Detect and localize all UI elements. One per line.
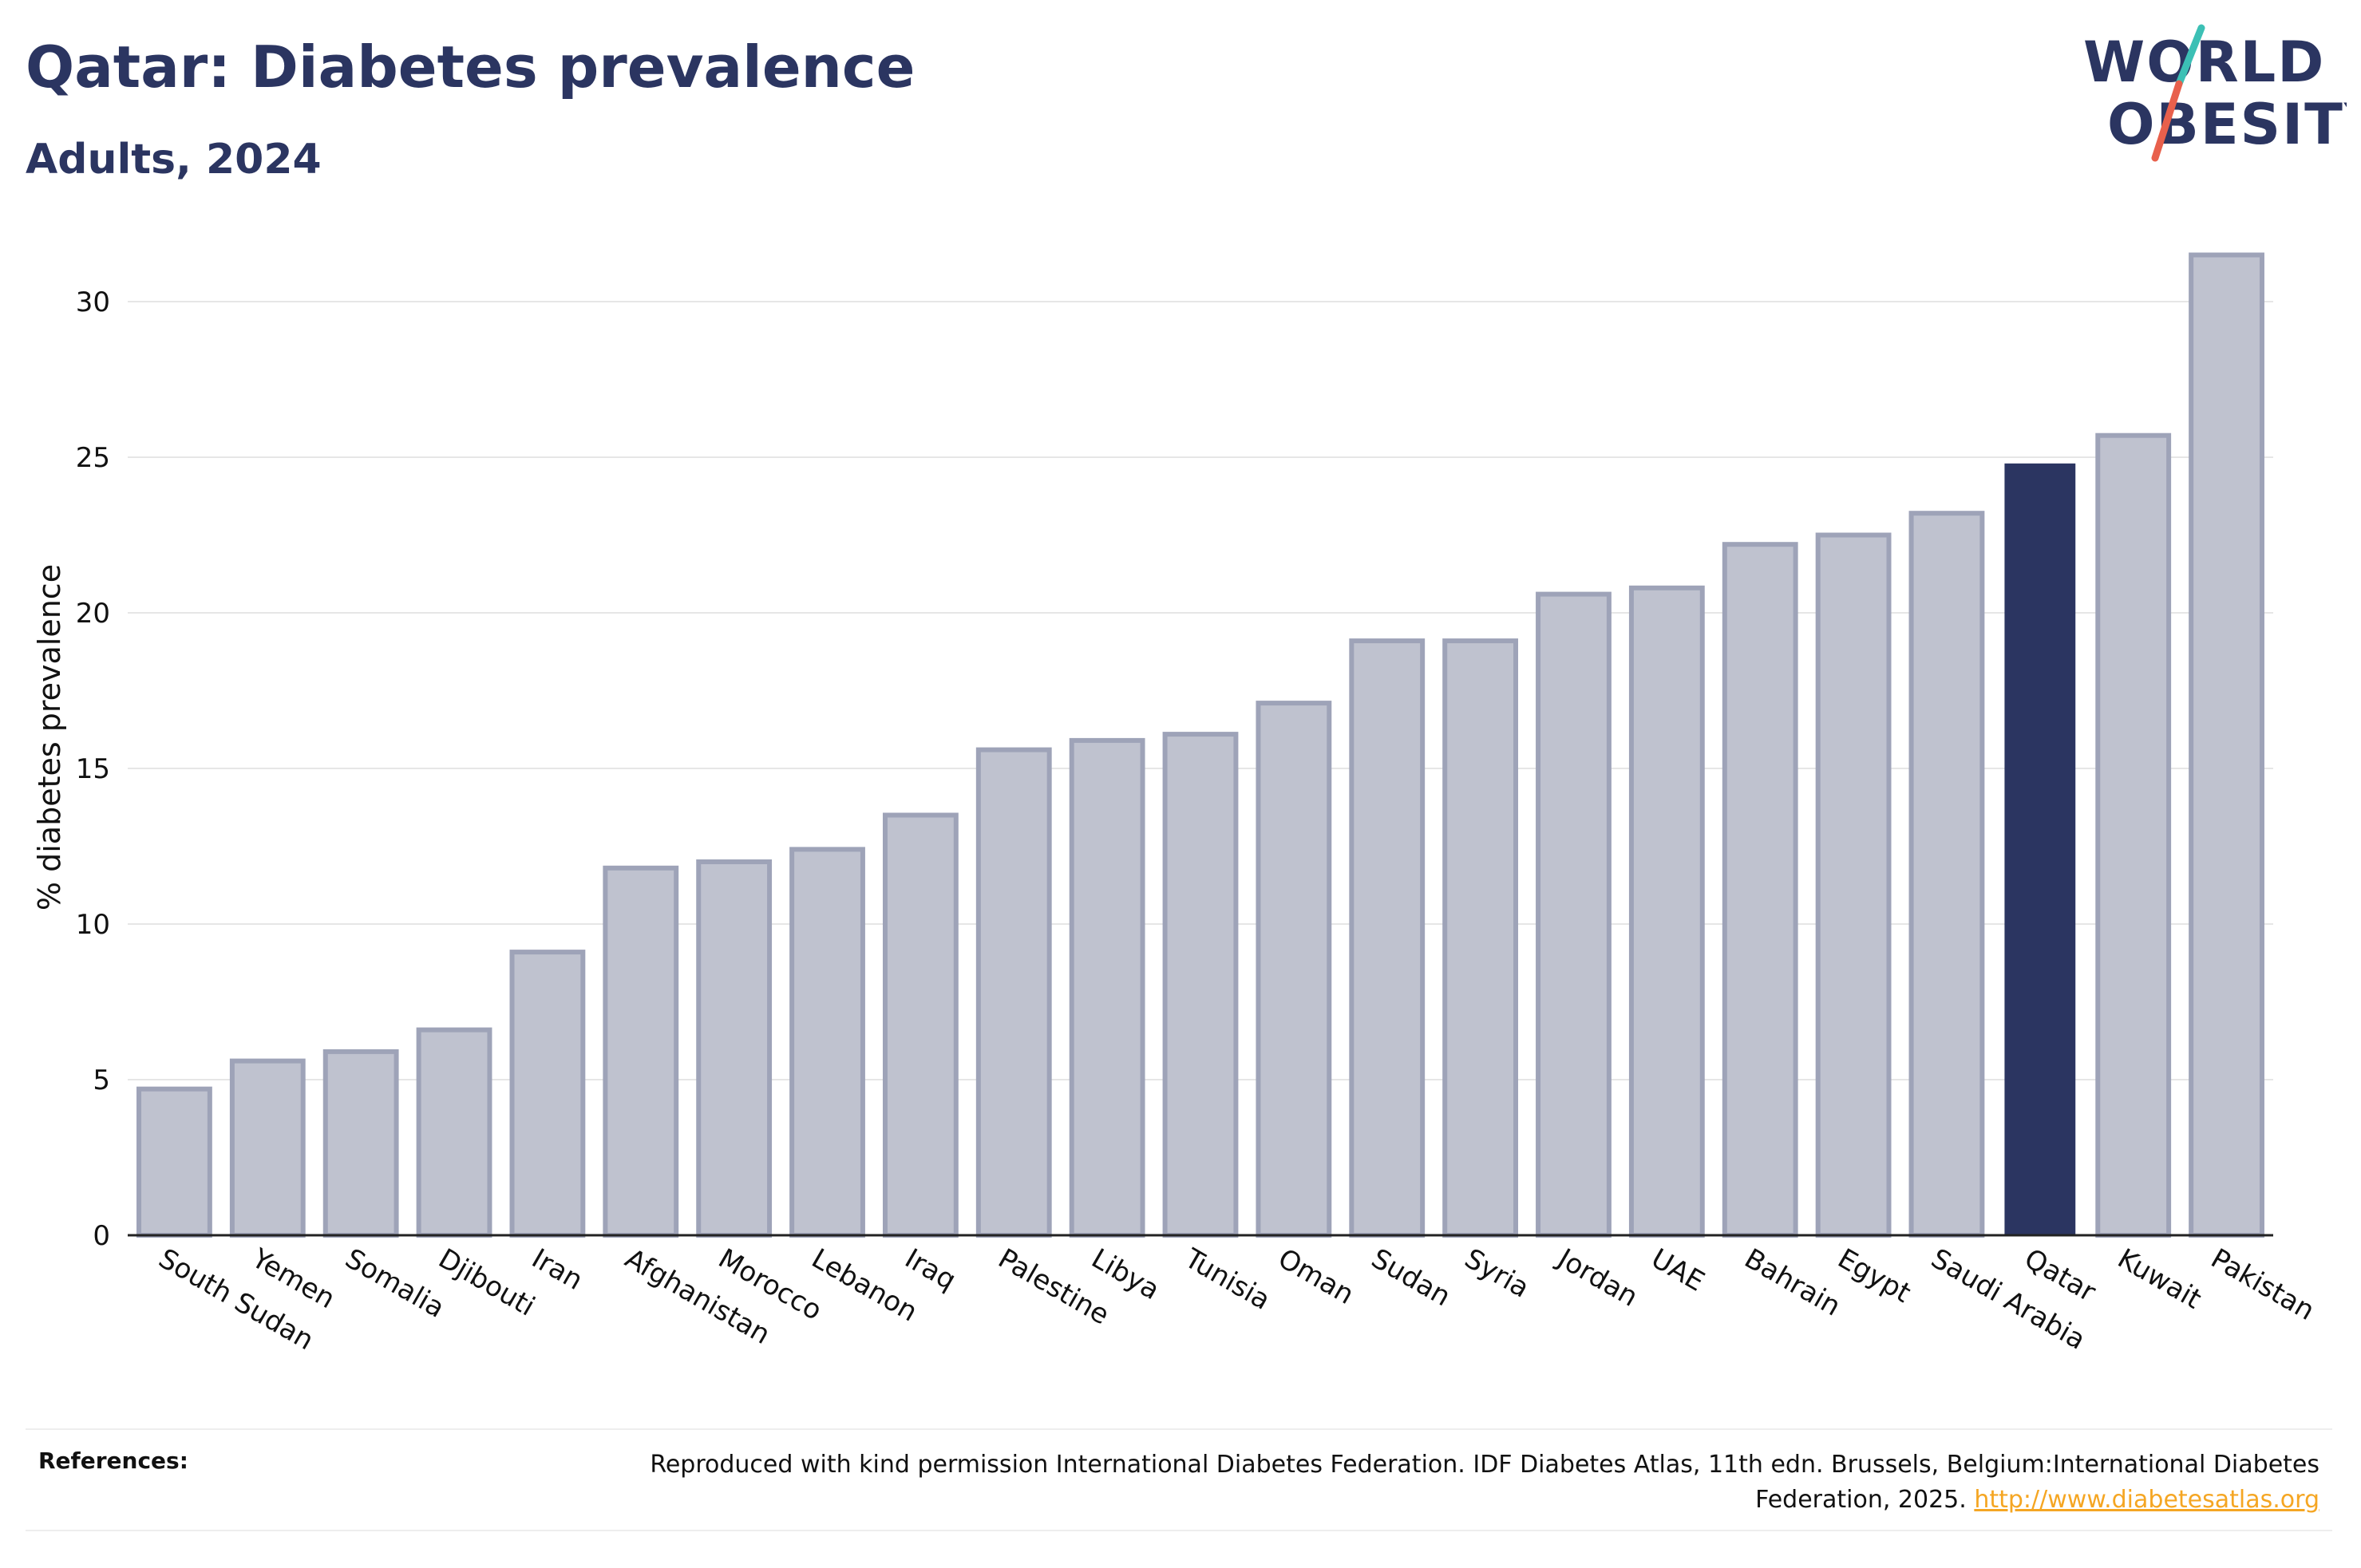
- bar: [789, 847, 865, 1238]
- chart-title: Qatar: Diabetes prevalence: [26, 34, 916, 101]
- y-tick-label: 15: [76, 753, 110, 785]
- references-citation: Reproduced with kind permission Internat…: [650, 1451, 2319, 1514]
- x-tick-label: Tunisia: [1179, 1242, 1275, 1317]
- bar: [1256, 701, 1332, 1238]
- references-text: Reproduced with kind permission Internat…: [603, 1448, 2319, 1518]
- bar: [1069, 737, 1145, 1238]
- logo-line-1: WORLD: [2083, 30, 2325, 95]
- bar: [2189, 252, 2264, 1238]
- bar: [1908, 511, 1985, 1238]
- bar: [603, 865, 679, 1238]
- x-tick-label: Kuwait: [2112, 1242, 2206, 1315]
- x-tick-label: Oman: [1272, 1242, 1359, 1311]
- x-tick-label: Iran: [526, 1242, 587, 1297]
- x-tick-label: UAE: [1646, 1242, 1710, 1297]
- x-tick-label: Pakistan: [2205, 1242, 2319, 1327]
- x-tick-label: Djibouti: [433, 1242, 540, 1323]
- bar-highlighted: [2004, 463, 2076, 1235]
- chart-subtitle: Adults, 2024: [26, 136, 322, 184]
- y-tick-label: 30: [76, 286, 110, 318]
- bar: [1815, 532, 1892, 1238]
- logo-line-2: OBESITY: [2107, 92, 2347, 157]
- references-label: References:: [38, 1448, 188, 1474]
- x-tick-label: Lebanon: [806, 1242, 923, 1328]
- bar: [136, 1086, 212, 1238]
- x-tick-label: Jordan: [1551, 1242, 1643, 1313]
- y-tick-label: 0: [93, 1220, 110, 1252]
- bar: [1349, 638, 1426, 1238]
- diabetes-atlas-link[interactable]: http://www.diabetesatlas.org: [1974, 1486, 2319, 1514]
- x-tick-label: Sudan: [1366, 1242, 1456, 1313]
- bar: [509, 950, 586, 1238]
- bar: [1442, 638, 1519, 1238]
- x-tick-label: Syria: [1459, 1242, 1534, 1305]
- bar: [322, 1049, 399, 1238]
- y-tick-label: 5: [93, 1064, 110, 1096]
- logo-slash-coral: [2151, 80, 2183, 162]
- references-panel: References: Reproduced with kind permiss…: [26, 1428, 2332, 1531]
- y-tick-label: 10: [76, 909, 110, 941]
- bars: [136, 252, 2264, 1238]
- x-tick-label: Iraq: [900, 1242, 962, 1297]
- y-tick-label: 20: [76, 598, 110, 630]
- bar: [416, 1027, 492, 1238]
- bar: [229, 1058, 306, 1238]
- bar: [696, 859, 773, 1238]
- bar: [1628, 585, 1705, 1238]
- x-tick-label: Egypt: [1833, 1242, 1916, 1309]
- bar: [2095, 432, 2172, 1238]
- bar: [1722, 542, 1798, 1238]
- x-tick-label: South Sudan: [153, 1242, 319, 1357]
- bar: [882, 812, 959, 1238]
- bar: [1162, 732, 1239, 1238]
- world-obesity-logo: WORLD OBESITY: [2083, 24, 2347, 162]
- y-axis-label: % diabetes prevalence: [32, 564, 67, 910]
- logo-slash-teal: [2175, 24, 2205, 88]
- y-tick-label: 25: [76, 442, 110, 474]
- x-tick-label: Somalia: [340, 1242, 450, 1325]
- bar: [1536, 591, 1612, 1238]
- x-tick-label: Bahrain: [1739, 1242, 1846, 1322]
- bar: [975, 747, 1052, 1238]
